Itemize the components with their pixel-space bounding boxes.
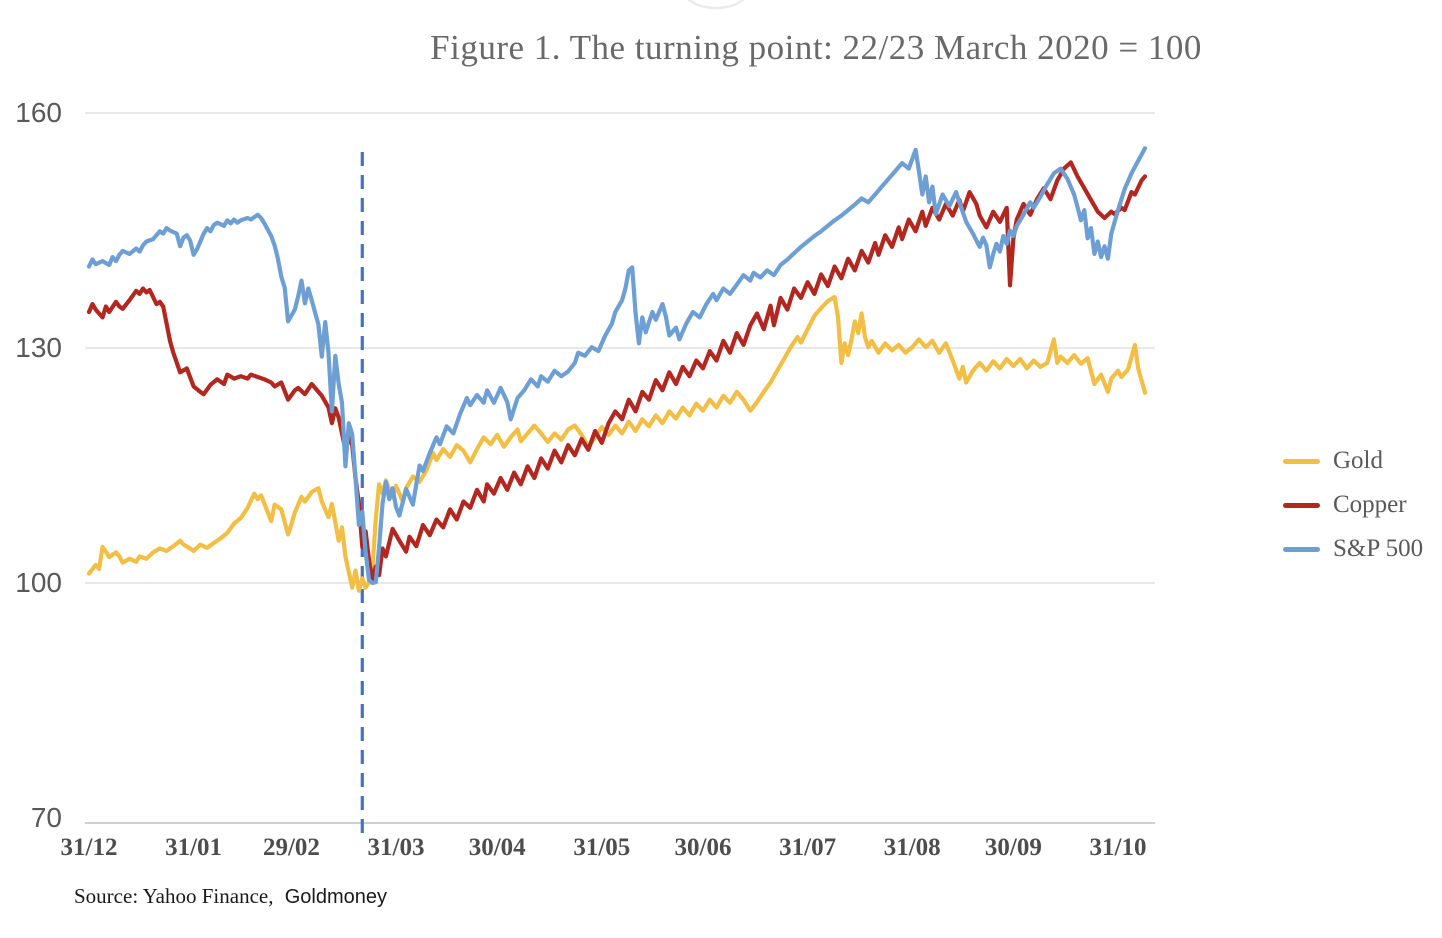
legend-item-copper: Copper — [1283, 490, 1423, 520]
legend-label-copper: Copper — [1333, 491, 1407, 518]
decorative-arc — [687, 0, 745, 10]
y-tick-label: 100 — [15, 567, 62, 598]
copper-line-swatch-icon — [1283, 502, 1320, 508]
x-tick-label: 31/03 — [368, 834, 425, 861]
x-tick-label: 31/07 — [779, 834, 836, 861]
chart-legend: Gold Copper S&P 500 — [1283, 446, 1423, 564]
legend-label-sp500: S&P 500 — [1333, 535, 1424, 562]
x-tick-label: 30/06 — [675, 834, 732, 861]
sp500-line-swatch-icon — [1283, 546, 1320, 552]
gold-line-swatch-icon — [1283, 458, 1320, 464]
source-brand: Goldmoney — [284, 886, 388, 908]
x-tick-label: 31/01 — [165, 834, 222, 861]
series-line-gold — [86, 295, 1148, 593]
x-tick-label: 31/10 — [1090, 834, 1147, 861]
chart-title: Figure 1. The turning point: 22/23 March… — [430, 28, 1202, 67]
legend-item-sp500: S&P 500 — [1283, 534, 1423, 564]
x-tick-label: 29/02 — [263, 834, 320, 861]
legend-label-gold: Gold — [1333, 447, 1383, 474]
x-tick-label: 30/09 — [985, 834, 1042, 861]
x-tick-label: 31/12 — [61, 834, 118, 861]
legend-item-gold: Gold — [1283, 446, 1423, 476]
y-tick-label: 70 — [31, 802, 62, 833]
x-tick-label: 30/04 — [469, 834, 526, 861]
source-caption: Source: Yahoo Finance, Goldmoney — [74, 884, 387, 909]
y-tick-label: 130 — [15, 332, 62, 363]
source-text: Source: Yahoo Finance, — [74, 884, 274, 908]
series-line-sp500 — [86, 146, 1148, 586]
x-tick-label: 31/08 — [884, 834, 941, 861]
y-tick-label: 160 — [15, 97, 62, 128]
series-line-copper — [86, 160, 1148, 583]
x-tick-label: 31/05 — [573, 834, 630, 861]
